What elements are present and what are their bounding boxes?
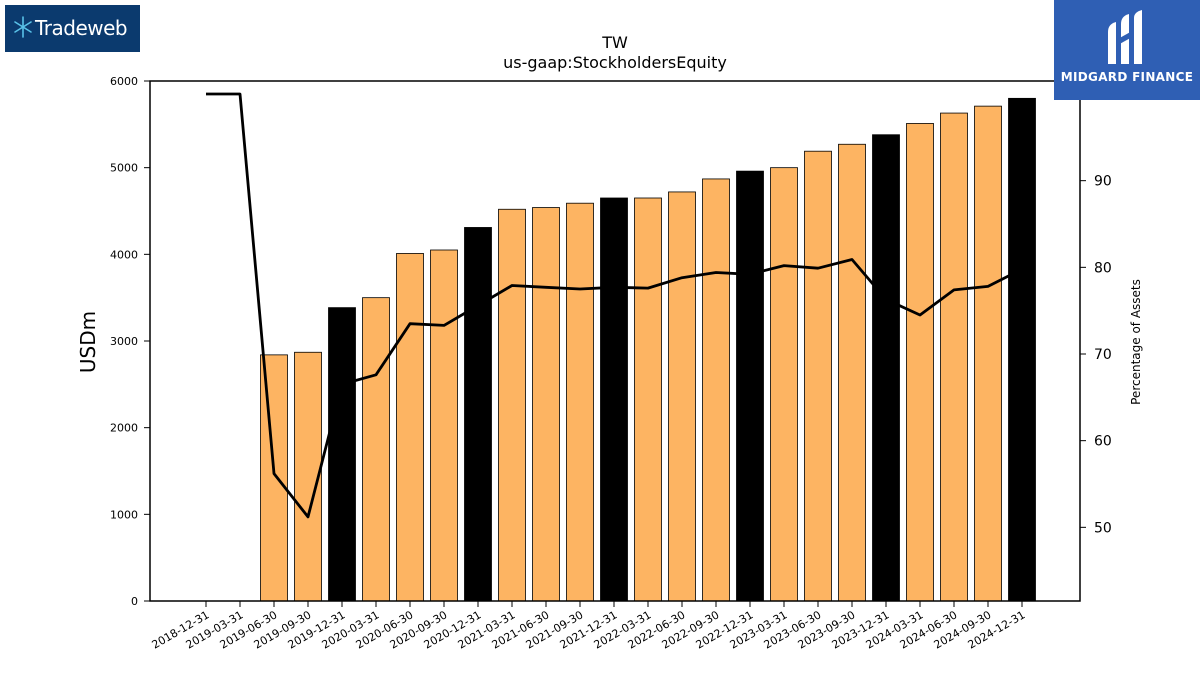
midgard-finance-logo: MIDGARD FINANCE (1054, 0, 1200, 100)
bar (906, 123, 934, 602)
y2-tick-label: 60 (1094, 434, 1112, 450)
bar (532, 207, 560, 602)
bar (328, 307, 356, 602)
bar (600, 197, 628, 602)
y2-tick-label: 70 (1094, 347, 1112, 363)
y-axis-label: USDm (76, 311, 100, 373)
bar (396, 253, 424, 602)
bar (770, 167, 798, 602)
y-tick-label: 3000 (110, 335, 138, 348)
plot-frame (149, 80, 1081, 602)
y2-axis-label: Percentage of Assets (1129, 279, 1143, 405)
y-tick-label: 4000 (110, 248, 138, 261)
tradeweb-logo: Tradeweb (5, 5, 140, 52)
bar (702, 178, 730, 602)
tradeweb-star-icon (14, 16, 32, 38)
bar (736, 170, 764, 602)
bar (260, 354, 288, 602)
y2-tick-label: 80 (1094, 260, 1112, 276)
y-tick-label: 6000 (110, 75, 138, 88)
bar (498, 208, 526, 602)
bar (430, 249, 458, 602)
y2-tick-label: 50 (1094, 520, 1112, 536)
chart-title: TW (601, 33, 628, 52)
y-tick-label: 2000 (110, 422, 138, 435)
x-axis: 2018-12-312019-03-312019-06-302019-09-30… (150, 601, 1028, 652)
bar (634, 197, 662, 602)
bars (260, 97, 1036, 602)
midgard-logo-text: MIDGARD FINANCE (1060, 70, 1194, 84)
y-tick-label: 1000 (110, 508, 138, 521)
percentage-line-path (206, 92, 1023, 519)
tradeweb-logo-text: Tradeweb (35, 16, 128, 40)
bar (804, 150, 832, 602)
bar (974, 105, 1002, 602)
bar (464, 227, 492, 602)
y-axis-left: 0 1000 2000 3000 4000 5000 6000 (110, 75, 150, 608)
midgard-emblem-icon (1108, 10, 1142, 64)
bar (1008, 97, 1036, 602)
bar (668, 191, 696, 602)
bar (838, 143, 866, 602)
bar (362, 297, 390, 602)
y2-tick-label: 90 (1094, 174, 1112, 190)
y-axis-right: 5060708090100 (1080, 87, 1121, 536)
chart-subtitle: us-gaap:StockholdersEquity (503, 53, 727, 72)
bar (940, 112, 968, 602)
bar (566, 202, 594, 602)
percentage-line (206, 92, 1023, 519)
bar (872, 134, 900, 602)
y-tick-label: 5000 (110, 162, 138, 175)
bar (294, 351, 322, 602)
y-tick-label: 0 (131, 595, 138, 608)
